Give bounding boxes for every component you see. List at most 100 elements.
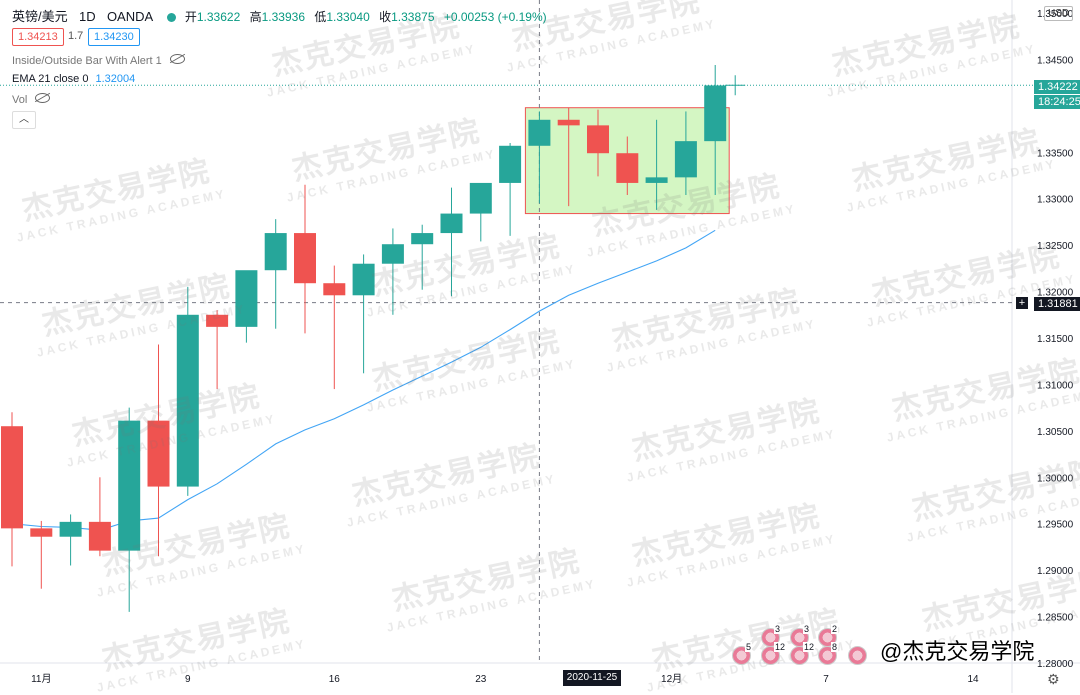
indicator-ema[interactable]: EMA 21 close 0 1.32004	[12, 73, 135, 85]
candle-body	[323, 283, 346, 296]
price-tick-label: 1.30000	[1037, 473, 1074, 484]
price-tick-label: 1.28000	[1037, 659, 1074, 670]
candle	[645, 119, 668, 210]
candle	[88, 477, 111, 557]
flag-event-icon[interactable]: 12	[761, 642, 787, 665]
time-tick-label: 16	[329, 674, 341, 685]
crosshair-price-tag: 1.31881	[1034, 297, 1080, 311]
currency-button[interactable]: USD	[1044, 6, 1074, 21]
symbol-name[interactable]: 英镑/美元	[12, 9, 68, 24]
ask-price-button[interactable]: 1.34230	[88, 28, 140, 46]
candle	[381, 228, 404, 315]
candle-body	[176, 314, 199, 487]
time-tick-label: 9	[185, 674, 191, 685]
candle-body	[528, 119, 551, 146]
price-tick-label: 1.28500	[1037, 613, 1074, 624]
flag-event-icon[interactable]	[848, 646, 867, 665]
time-tick-label: 12月	[661, 673, 682, 685]
market-status-icon	[166, 13, 176, 22]
event-count: 12	[803, 642, 816, 652]
candle-body	[118, 420, 141, 551]
high-label: 高	[249, 10, 262, 24]
candle-body	[206, 314, 229, 327]
candle	[118, 407, 141, 612]
flag-event-icon[interactable]: 12	[790, 642, 816, 665]
chart-legend: 英镑/美元 1D OANDA 开1.33622 高1.33936 低1.3304…	[12, 6, 547, 25]
candle-body	[235, 270, 258, 327]
candle-body	[645, 177, 668, 183]
interval[interactable]: 1D	[78, 9, 96, 24]
candle	[323, 265, 346, 390]
low-label: 低	[314, 10, 327, 24]
candle-body	[587, 125, 609, 154]
collapse-legend-button[interactable]: ︿	[12, 111, 36, 129]
candle	[528, 111, 551, 204]
candle-body	[147, 420, 170, 487]
indicator-volume[interactable]: Vol	[12, 93, 51, 106]
candle	[59, 514, 82, 566]
candle	[587, 109, 609, 177]
bid-price-button[interactable]: 1.34213	[12, 28, 64, 46]
candle	[352, 254, 375, 374]
candle	[469, 182, 492, 242]
indicator-inside-outside[interactable]: Inside/Outside Bar With Alert 1	[12, 54, 185, 67]
candle-body	[30, 528, 53, 537]
candle-body	[411, 233, 434, 245]
countdown-tag: 18:24:25	[1034, 95, 1080, 109]
gear-icon[interactable]: ⚙	[1047, 671, 1060, 687]
candle	[616, 136, 639, 195]
candle	[30, 520, 53, 589]
flag-event-icon[interactable]: 8	[818, 642, 839, 665]
candle-body	[499, 145, 522, 183]
candle	[147, 344, 170, 557]
candle-body	[674, 141, 697, 178]
price-tick-label: 1.31500	[1037, 334, 1074, 345]
hidden-eye-icon[interactable]	[35, 93, 51, 103]
candle	[176, 286, 199, 496]
event-count: 8	[831, 642, 839, 652]
time-tick-label: 23	[475, 674, 487, 685]
candle-body	[1, 426, 23, 529]
candle	[704, 65, 727, 195]
candle-body	[469, 182, 492, 214]
candle-body	[59, 521, 82, 537]
candle-body	[440, 213, 463, 234]
time-tick-label: 7	[823, 674, 829, 685]
close-label: 收	[379, 10, 392, 24]
open-value: 1.33622	[196, 10, 241, 24]
price-tick-label: 1.30500	[1037, 427, 1074, 438]
flag-event-icon[interactable]: 5	[732, 642, 753, 665]
candle-body	[264, 233, 287, 271]
change-value: +0.00253 (+0.19%)	[443, 10, 547, 24]
time-tick-label: 11月	[31, 673, 51, 685]
candle-body	[616, 153, 639, 183]
last-price-tag: 1.34222	[1034, 80, 1080, 94]
ema-label: EMA 21 close 0	[12, 73, 89, 85]
low-value: 1.33040	[326, 10, 370, 24]
price-tick-label: 1.35000	[1037, 9, 1074, 20]
indicator-inside-outside-label: Inside/Outside Bar With Alert 1	[12, 55, 162, 67]
time-tick-label: 14	[967, 674, 979, 685]
candle-body	[557, 119, 580, 126]
price-tick-label: 1.33500	[1037, 148, 1074, 159]
broker: OANDA	[106, 9, 154, 24]
event-count: 5	[745, 642, 753, 652]
high-value: 1.33936	[261, 10, 306, 24]
candle	[235, 270, 258, 343]
crosshair-date-tag: 2020-11-25	[563, 670, 621, 686]
candle-body	[352, 263, 375, 296]
event-count: 2	[831, 624, 839, 634]
price-tick-label: 1.33000	[1037, 195, 1074, 206]
candle	[499, 143, 522, 236]
add-alert-icon[interactable]: +	[1016, 297, 1028, 309]
open-label: 开	[184, 10, 197, 24]
event-count: 12	[774, 642, 787, 652]
candle	[557, 107, 580, 207]
price-tick-label: 1.31000	[1037, 380, 1074, 391]
candle	[264, 219, 287, 329]
candle	[411, 224, 434, 290]
hidden-eye-icon[interactable]	[169, 54, 185, 64]
event-count: 3	[774, 624, 782, 634]
ema-value: 1.32004	[95, 73, 136, 85]
